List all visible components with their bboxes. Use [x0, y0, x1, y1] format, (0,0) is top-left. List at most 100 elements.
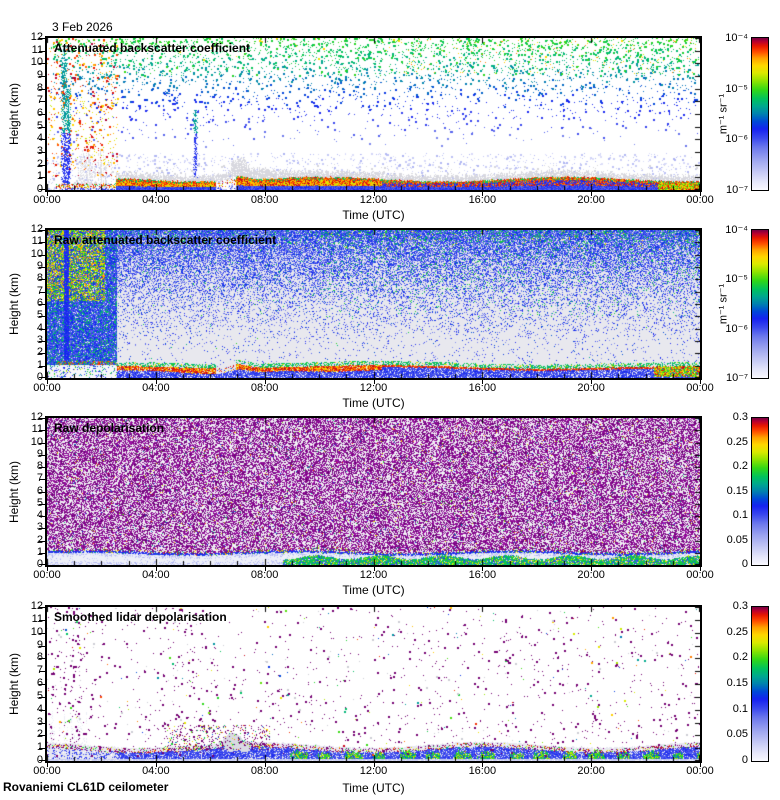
x-tick-label: 08:00	[250, 569, 279, 581]
x-axis-tick	[700, 380, 701, 384]
y-tick-label: 1	[36, 358, 43, 371]
y-axis-tick	[39, 516, 45, 517]
colorbar-tick-label: 0.3	[732, 600, 748, 612]
colorbar-tick-label: 10⁻⁵	[725, 82, 748, 95]
x-axis-tick	[265, 380, 266, 384]
x-tick-label: 04:00	[142, 382, 170, 394]
x-axis-tick	[156, 192, 157, 196]
x-axis-tick	[591, 567, 592, 571]
colorbar-tick-label: 10⁻⁶	[725, 322, 748, 335]
colorbar-unit-label: m⁻¹ sr⁻¹	[717, 93, 730, 135]
x-axis-label: Time (UTC)	[342, 583, 405, 597]
y-tick-label: 11	[31, 612, 43, 625]
y-tick-label: 11	[31, 423, 43, 436]
y-tick-label: 2	[0, 728, 43, 740]
y-tick-label: 6	[36, 107, 43, 119]
x-axis-tick	[700, 763, 701, 767]
colorbar-tick-label: 0	[741, 558, 748, 570]
y-tick-label: 4	[0, 132, 43, 144]
x-axis-tick	[591, 763, 592, 767]
y-axis-tick	[39, 139, 45, 140]
y-tick-label: 11	[31, 235, 43, 248]
y-tick-label: 12	[30, 600, 43, 612]
x-tick-label: 12:00	[359, 194, 388, 206]
date-label: 3 Feb 2026	[52, 20, 113, 34]
y-axis-tick	[39, 267, 45, 268]
y-axis-tick	[39, 189, 45, 190]
y-tick-label: 12	[30, 411, 43, 423]
colorbar-tick-label: 0	[741, 754, 748, 766]
y-axis-tick	[39, 165, 45, 166]
y-tick-label: 10	[30, 625, 43, 638]
y-tick-label: 4	[36, 702, 43, 715]
colorbar-tick-label: 10⁻⁷	[725, 184, 748, 196]
y-axis-tick	[39, 353, 45, 354]
x-tick-label: 20:00	[577, 765, 605, 777]
y-axis-tick	[39, 152, 45, 153]
colorbar-tick-label: 10⁻⁷	[725, 372, 748, 384]
panel-title: Smoothed lidar depolarisation	[54, 610, 227, 624]
colorbar-tick-label: 0.05	[726, 728, 748, 741]
colorbar-tick-label: 0.25	[726, 625, 748, 638]
x-axis-tick	[374, 763, 375, 767]
y-axis-tick	[39, 341, 45, 342]
y-tick-label: 9	[36, 69, 43, 81]
x-axis-tick	[482, 192, 483, 196]
colorbar-1	[751, 37, 769, 191]
x-axis-tick	[482, 380, 483, 384]
panel-4-heatmap-canvas	[47, 607, 700, 761]
x-axis-tick	[374, 380, 375, 384]
y-axis-tick	[39, 684, 45, 685]
y-axis-label: Height (km)	[7, 652, 21, 716]
colorbar-unit-label: m⁻¹ sr⁻¹	[717, 283, 730, 325]
y-axis-tick	[39, 735, 45, 736]
colorbar-4	[751, 606, 769, 762]
panel-1-heatmap-canvas	[47, 38, 700, 190]
y-axis-tick	[39, 329, 45, 330]
y-tick-label: 10	[30, 247, 43, 260]
y-axis-tick	[39, 127, 45, 128]
x-axis-label: Time (UTC)	[342, 208, 405, 222]
y-axis-tick	[39, 760, 45, 761]
y-axis-tick	[39, 101, 45, 102]
y-tick-label: 6	[36, 677, 43, 689]
y-tick-label: 4	[36, 321, 43, 334]
colorbar-tick-label: 0.05	[726, 533, 748, 546]
y-tick-label: 5	[0, 309, 43, 321]
colorbar-tick-label: 0.15	[726, 677, 748, 689]
y-tick-label: 8	[0, 651, 43, 663]
y-tick-label: 6	[36, 484, 43, 497]
x-axis-tick	[47, 567, 48, 571]
x-axis-tick	[591, 380, 592, 384]
x-tick-label: 08:00	[250, 382, 279, 394]
y-tick-label: 2	[36, 533, 43, 546]
y-tick-label: 4	[36, 509, 43, 521]
y-axis-tick	[39, 443, 45, 444]
y-tick-label: 8	[0, 272, 43, 284]
panel-3-heatmap-canvas	[47, 418, 700, 565]
x-tick-label: 00:00	[33, 382, 61, 394]
y-tick-label: 5	[36, 689, 43, 702]
colorbar-tick-label: 10⁻⁴	[725, 32, 748, 44]
y-tick-label: 2	[36, 157, 43, 170]
y-axis-tick	[39, 366, 45, 367]
y-tick-label: 3	[36, 715, 43, 728]
y-tick-label: 9	[36, 260, 43, 272]
y-axis-label: Height (km)	[7, 272, 21, 336]
y-axis-tick	[39, 51, 45, 52]
x-tick-label: 08:00	[250, 765, 279, 777]
y-tick-label: 10	[30, 56, 43, 69]
colorbar-2-gradient	[752, 230, 768, 378]
y-tick-label: 9	[36, 638, 43, 651]
y-axis-tick	[39, 455, 45, 456]
y-axis-tick	[39, 304, 45, 305]
panel-title: Raw attenuated backscatter coefficient	[54, 233, 277, 247]
y-axis-tick	[39, 541, 45, 542]
x-axis-tick	[591, 192, 592, 196]
colorbar-tick-label: 10⁻⁶	[725, 133, 748, 146]
y-tick-label: 6	[36, 297, 43, 309]
colorbar-tick-label: 0.1	[732, 702, 748, 715]
y-axis-tick	[39, 710, 45, 711]
x-axis-tick	[265, 192, 266, 196]
colorbar-tick-label: 0.3	[732, 411, 748, 423]
